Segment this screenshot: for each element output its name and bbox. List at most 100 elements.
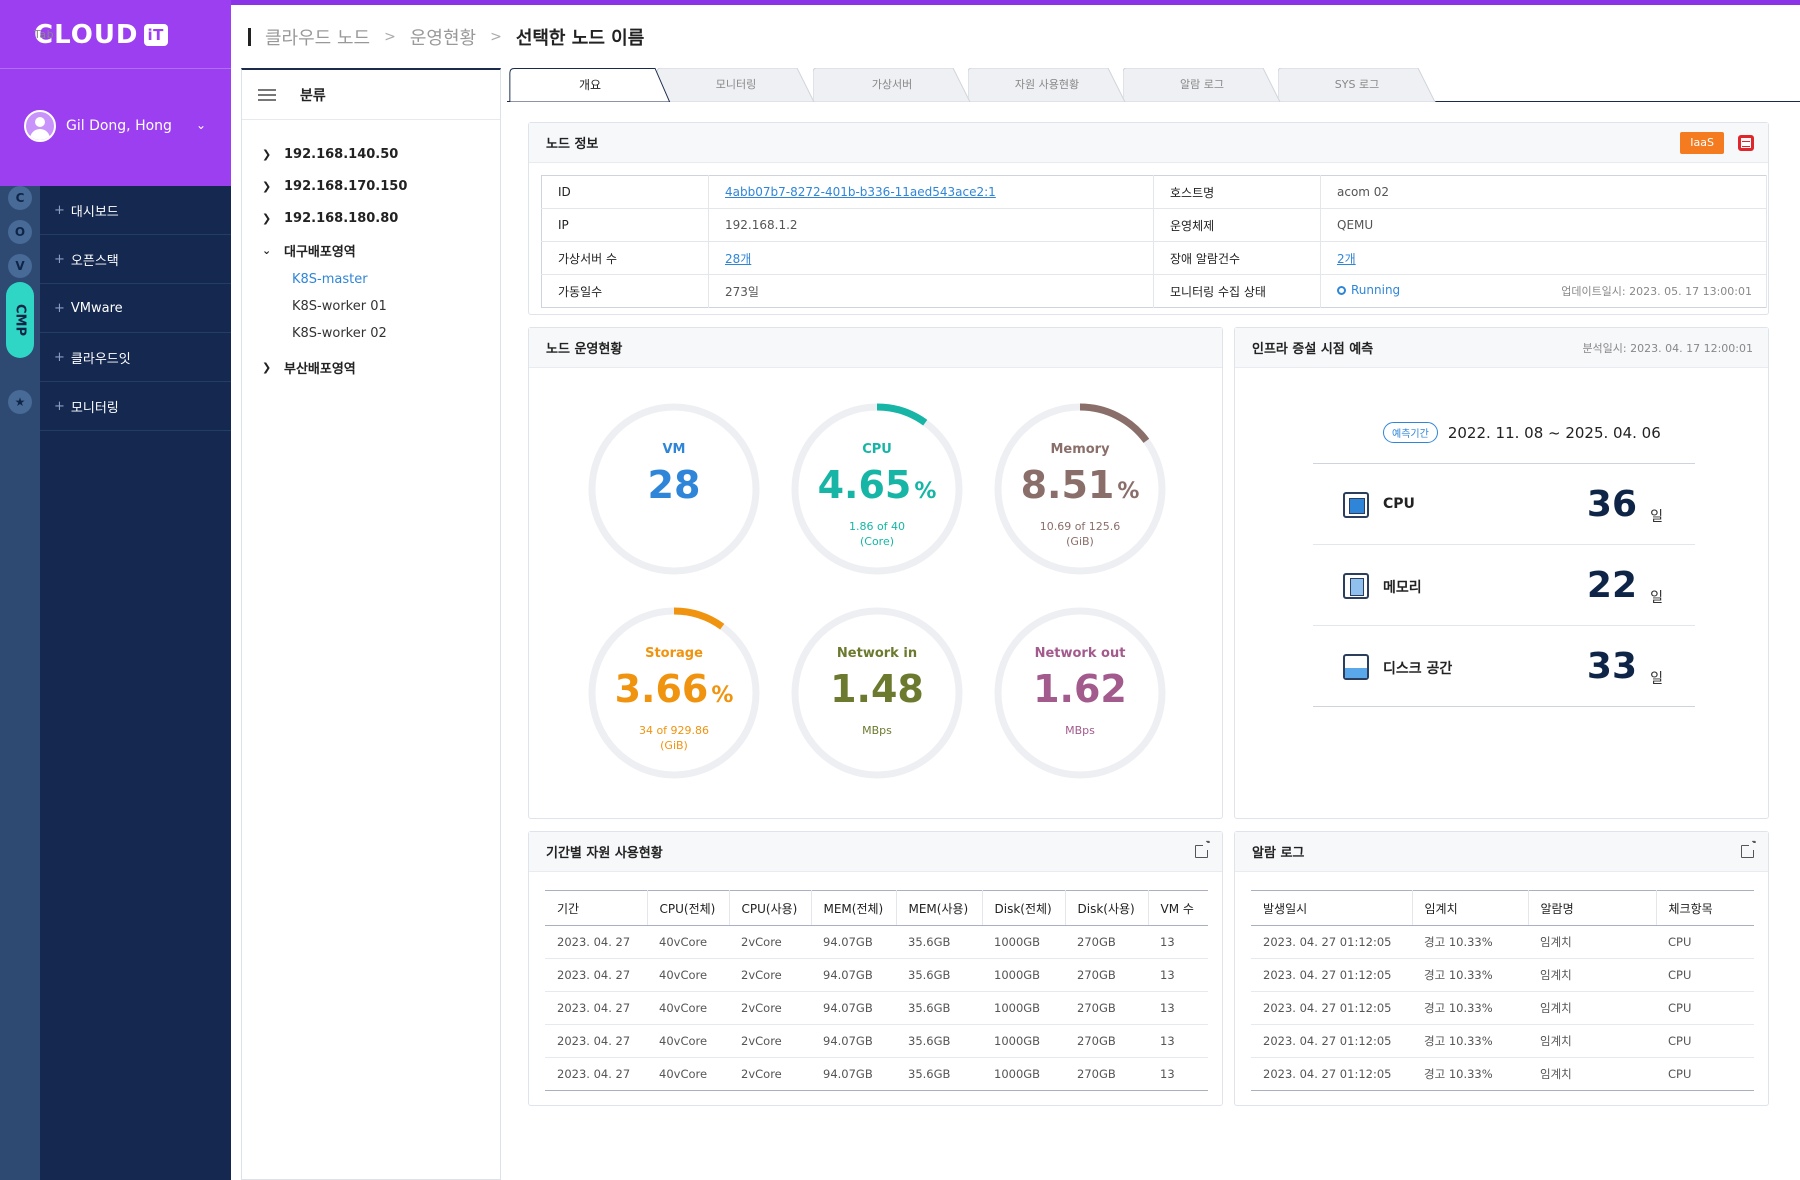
breadcrumb-current: 선택한 노드 이름 (515, 28, 645, 49)
table-cell: 2vCore (729, 991, 811, 1025)
gauge-vm: VM 28 (584, 399, 764, 579)
gauge-unit: % (914, 479, 937, 504)
openstack-icon (1738, 135, 1754, 151)
menu-item-monitoring[interactable]: + 모니터링 (40, 382, 231, 431)
rail-c-button[interactable]: C (8, 186, 32, 210)
gauge-sub-line: (GiB) (660, 739, 688, 752)
forecast-label: 디스크 공간 (1383, 661, 1453, 677)
table-cell: 94.07GB (811, 1024, 896, 1058)
table-row[interactable]: 2023. 04. 27 01:12:05 경고 10.33% 임계치 CPU (1251, 1024, 1754, 1058)
vm-count-link[interactable]: 28개 (725, 251, 752, 266)
table-row[interactable]: 2023. 04. 27 40vCore 2vCore 94.07GB 35.6GB 10… (545, 1057, 1208, 1091)
chevron-right-icon: ❯ (262, 211, 272, 225)
tab-sys-log[interactable]: SYS 로그 (1278, 68, 1436, 102)
table-row[interactable]: 2023. 04. 27 01:12:05 경고 10.33% 임계치 CPU (1251, 991, 1754, 1025)
tree-leaf[interactable]: K8S-worker 01 (292, 299, 387, 314)
table-cell: 2023. 04. 27 (545, 991, 647, 1025)
gauge-cpu: CPU 4.65% 1.86 of 40 (Core) (787, 399, 967, 579)
chevron-right-icon: > (384, 29, 396, 45)
table-cell: CPU (1656, 958, 1754, 992)
logo-it: iT (143, 24, 168, 46)
tree-node-label: 192.168.170.150 (284, 178, 408, 194)
table-cell: 35.6GB (896, 1057, 982, 1091)
column-header: MEM(사용) (896, 890, 983, 926)
card-header: 인프라 증설 시점 예측 분석일시: 2023. 04. 17 12:00:01 (1235, 328, 1768, 368)
user-name: Gil Dong, Hong (66, 118, 172, 134)
breadcrumb-item[interactable]: 운영현황 (409, 28, 477, 49)
alarm-count-link[interactable]: 2개 (1337, 251, 1356, 266)
table-cell: 2vCore (729, 925, 811, 959)
rail-cmp-button[interactable]: CMP (6, 282, 34, 358)
tree-header: 분류 (242, 70, 500, 120)
gauge-title: CPU (862, 442, 892, 457)
tree-node-label: 192.168.180.80 (284, 210, 399, 226)
table-cell: 1000GB (982, 925, 1065, 959)
card-header: 노드 운영현황 (529, 328, 1222, 368)
menu-item-cloudit[interactable]: + 클라우드잇 (40, 333, 231, 382)
table-row[interactable]: 2023. 04. 27 40vCore 2vCore 94.07GB 35.6GB 10… (545, 991, 1208, 1025)
user-menu[interactable]: Gil Dong, Hong (24, 110, 172, 142)
gauge-sub-line: MBps (862, 724, 892, 737)
brand-area: Tab CLOUD iT Gil Dong, Hong ⌄ (0, 0, 231, 186)
tree-node[interactable]: ❯ 192.168.180.80 (262, 202, 500, 234)
logo[interactable]: Tab CLOUD iT (34, 18, 168, 52)
tree-leaf[interactable]: K8S-worker 02 (292, 326, 387, 341)
tab-alarm-log[interactable]: 알람 로그 (1123, 68, 1281, 102)
table-cell: 40vCore (647, 925, 729, 959)
gauge-value: 1.48 (830, 667, 924, 711)
tree-node[interactable]: ❯ 192.168.170.150 (262, 170, 500, 202)
info-value: Running 업데이트일시: 2023. 05. 17 13:00:01 (1320, 274, 1767, 308)
updated-time: 업데이트일시: 2023. 05. 17 13:00:01 (1561, 285, 1752, 298)
rail-v-button[interactable]: V (8, 254, 32, 278)
info-value: 28개 (708, 241, 1154, 275)
iaas-badge: IaaS (1680, 132, 1724, 154)
table-cell: 35.6GB (896, 958, 982, 992)
info-label: 장애 알람건수 (1153, 241, 1321, 275)
card-header: 노드 정보 IaaS (529, 123, 1768, 163)
tree-node-label: 부산배포영역 (284, 361, 356, 377)
menu-item-dashboard[interactable]: + 대시보드 (40, 186, 231, 235)
analysis-time: 분석일시: 2023. 04. 17 12:00:01 (1582, 341, 1753, 355)
menu-item-vmware[interactable]: + VMware (40, 284, 231, 333)
table-row[interactable]: 2023. 04. 27 01:12:05 경고 10.33% 임계치 CPU (1251, 1057, 1754, 1091)
breadcrumb-item[interactable]: 클라우드 노드 (265, 28, 371, 49)
info-label: 운영체제 (1153, 208, 1321, 242)
column-header: Disk(사용) (1065, 890, 1149, 926)
table-row[interactable]: 2023. 04. 27 40vCore 2vCore 94.07GB 35.6GB 10… (545, 925, 1208, 959)
main-menu: + 대시보드 + 오픈스택 + VMware + 클라우드잇 + 모니터링 (40, 186, 231, 431)
info-label: ID (541, 175, 709, 209)
list-item: 메모리 22 일 (1313, 545, 1695, 626)
table-row[interactable]: 2023. 04. 27 40vCore 2vCore 94.07GB 35.6GB 10… (545, 1024, 1208, 1058)
tab-virtual-servers[interactable]: 가상서버 (813, 68, 971, 102)
node-id-link[interactable]: 4abb07b7-8272-401b-b336-11aed543ace2:1 (725, 185, 996, 199)
menu-item-openstack[interactable]: + 오픈스택 (40, 235, 231, 284)
column-header: CPU(전체) (647, 890, 730, 926)
table-row[interactable]: 2023. 04. 27 01:12:05 경고 10.33% 임계치 CPU (1251, 925, 1754, 959)
forecast-period: 예측기간 2022. 11. 08 ~ 2025. 04. 06 (1383, 422, 1661, 443)
tab-overview[interactable]: 개요 (507, 68, 673, 102)
tab-resource-usage[interactable]: 자원 사용현황 (968, 68, 1126, 102)
external-link-icon[interactable] (1741, 838, 1757, 858)
plus-icon: + (54, 349, 65, 365)
gauge-arc (791, 403, 963, 575)
tree-group-closed[interactable]: ❯ 부산배포영역 (262, 351, 500, 383)
gauge-arc (588, 607, 760, 779)
external-link-icon[interactable] (1195, 838, 1211, 858)
period-badge: 예측기간 (1383, 422, 1438, 443)
hamburger-icon[interactable] (258, 88, 276, 101)
tree-group-open[interactable]: ⌄ 대구배포영역 (262, 234, 500, 266)
list-item: 디스크 공간 33 일 (1313, 626, 1695, 707)
tree-node[interactable]: ❯ 192.168.140.50 (262, 138, 500, 170)
table-row[interactable]: 2023. 04. 27 40vCore 2vCore 94.07GB 35.6GB 10… (545, 958, 1208, 992)
star-icon[interactable]: ★ (8, 390, 32, 414)
rail-o-button[interactable]: O (8, 220, 32, 244)
table-cell: 2vCore (729, 1024, 811, 1058)
table-row[interactable]: 2023. 04. 27 01:12:05 경고 10.33% 임계치 CPU (1251, 958, 1754, 992)
tree-leaf-selected[interactable]: K8S-master (292, 272, 368, 287)
card-title: 노드 정보 (546, 137, 599, 152)
chevron-down-icon[interactable]: ⌄ (196, 118, 207, 132)
tab-monitoring[interactable]: 모니터링 (657, 68, 815, 102)
table-row: 가동일수 273일 모니터링 수집 상태 Running 업데이트일시: 202… (541, 274, 1767, 308)
card-title: 알람 로그 (1252, 846, 1305, 861)
tab-label: SYS 로그 (1334, 78, 1380, 91)
